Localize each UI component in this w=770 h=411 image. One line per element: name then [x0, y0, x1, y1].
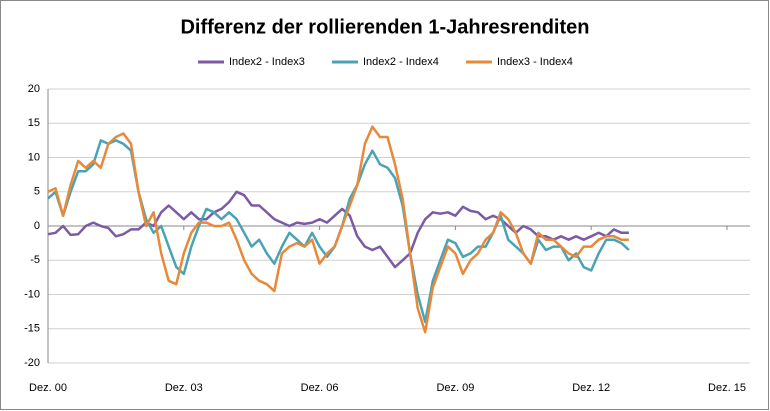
y-tick-label: -20: [24, 357, 40, 369]
y-tick-label: 20: [28, 83, 40, 95]
x-tick-label: Dez. 15: [708, 382, 746, 394]
x-tick-label: Dez. 06: [301, 382, 339, 394]
x-tick-label: Dez. 03: [165, 382, 203, 394]
y-tick-label: -15: [24, 323, 40, 335]
y-tick-label: 5: [34, 186, 40, 198]
y-tick-label: -10: [24, 288, 40, 300]
y-tick-label: 15: [28, 117, 40, 129]
x-tick-label: Dez. 09: [436, 382, 474, 394]
legend-label: Index2 - Index4: [363, 56, 439, 68]
series-line: [47, 125, 629, 334]
y-tick-label: 10: [28, 151, 40, 163]
y-tick-label: -5: [30, 254, 40, 266]
x-tick-label: Dez. 12: [572, 382, 610, 394]
legend-label: Index3 - Index4: [497, 56, 573, 68]
x-tick-label: Dez. 00: [29, 382, 67, 394]
chart-title: Differenz der rollierenden 1-Jahresrendi…: [180, 16, 589, 38]
y-tick-label: 0: [34, 220, 40, 232]
legend-label: Index2 - Index3: [229, 56, 305, 68]
